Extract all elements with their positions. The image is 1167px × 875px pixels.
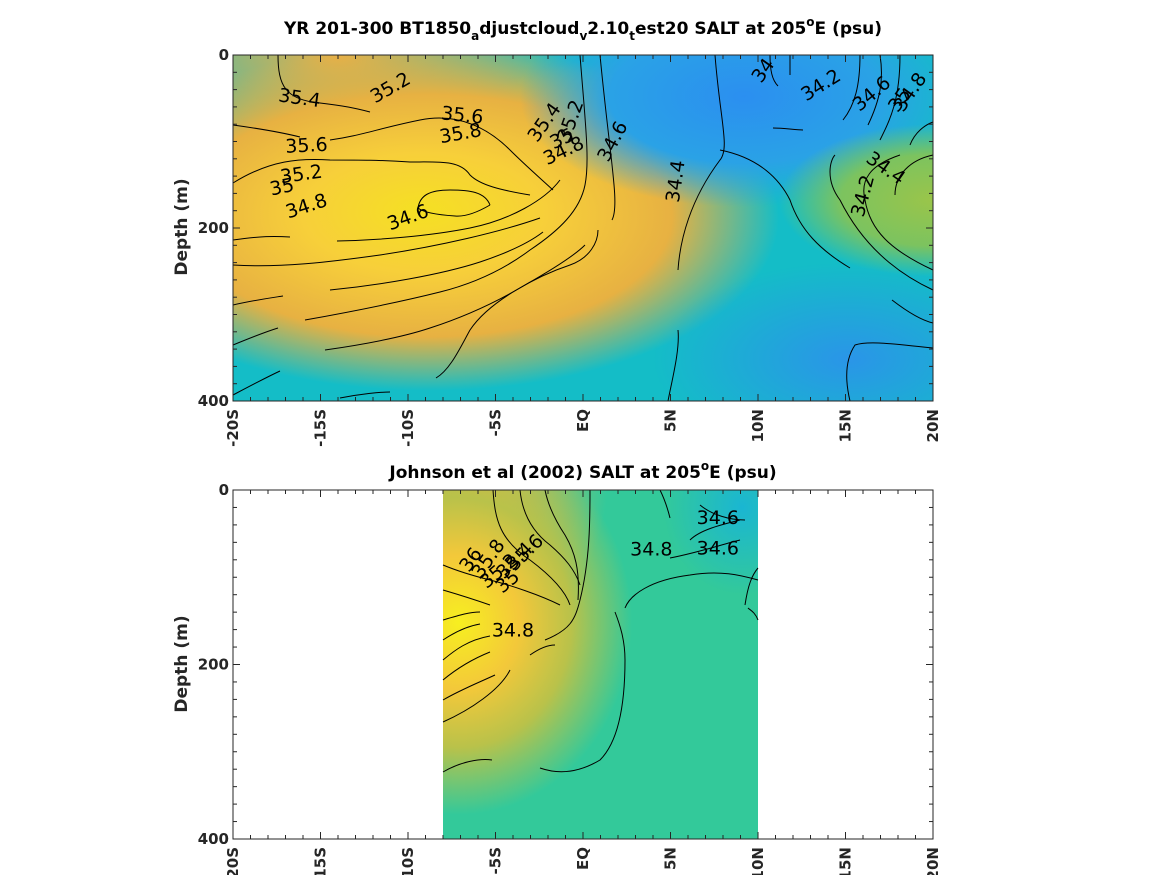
x-tick-label: 20N: [924, 847, 942, 875]
x-tick-label: 20N: [924, 409, 942, 442]
y-tick-label: 400: [198, 392, 229, 410]
panel-observed-ticks: -20S -15S -10S -5S EQ 5N 10N 15N 20N 0 200 400: [198, 481, 942, 875]
x-tick-label: -10S: [399, 409, 417, 447]
y-tick-label: 200: [198, 219, 229, 237]
x-tick-label: 10N: [749, 409, 767, 442]
x-tick-label: 15N: [837, 409, 855, 442]
panel-observed-title: Johnson et al (2002) SALT at 205oE (psu): [388, 459, 776, 483]
contour-label: 35.6: [440, 102, 484, 128]
panel-observed-ylabel: Depth (m): [172, 615, 192, 712]
y-tick-label: 0: [219, 46, 229, 64]
contour-label: 35: [268, 174, 296, 201]
x-tick-label: 5N: [662, 847, 680, 870]
x-tick-label: -5S: [487, 847, 505, 874]
panel-model: YR 201-300 BT1850adjustcloudv2.10test20 …: [172, 15, 942, 447]
x-tick-label: 15N: [837, 847, 855, 875]
panel-model-ylabel: Depth (m): [172, 178, 192, 275]
panel-model-title: YR 201-300 BT1850adjustcloudv2.10test20 …: [283, 15, 882, 43]
panel-model-field: [233, 55, 933, 401]
x-tick-label: -5S: [487, 409, 505, 436]
x-tick-label: -20S: [224, 409, 242, 447]
contour-label: 34.6: [697, 507, 739, 529]
x-tick-label: 10N: [749, 847, 767, 875]
panel-model-contours: [232, 54, 934, 402]
panel-observed: Johnson et al (2002) SALT at 205oE (psu): [172, 459, 942, 875]
contour-label: 35.6: [285, 134, 328, 158]
panel-model-ticks: -20S -15S -10S -5S EQ 5N 10N 15N 20N 0 200 400: [198, 46, 942, 447]
x-tick-label: -15S: [312, 409, 330, 447]
contour-label: 34.6: [697, 538, 739, 560]
panel-observed-contours: [442, 489, 759, 773]
x-tick-label: EQ: [574, 409, 592, 432]
contour-label: 34.8: [630, 538, 672, 560]
x-tick-label: -20S: [224, 847, 242, 875]
y-tick-label: 0: [219, 481, 229, 499]
panel-observed-field: [443, 490, 758, 839]
x-tick-label: -15S: [312, 847, 330, 875]
y-tick-label: 400: [198, 830, 229, 848]
x-tick-label: 5N: [662, 409, 680, 432]
x-tick-label: -10S: [399, 847, 417, 875]
x-tick-label: EQ: [574, 847, 592, 870]
contour-label: 34.8: [492, 620, 534, 642]
y-tick-label: 200: [198, 656, 229, 674]
